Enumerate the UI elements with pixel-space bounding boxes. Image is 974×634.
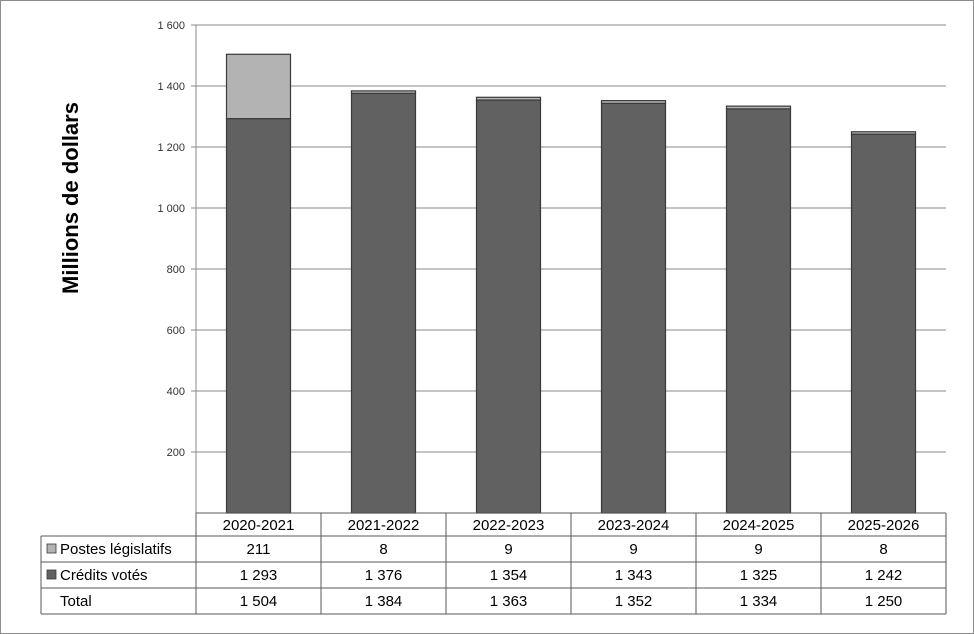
y-axis-ticks: 200 400 600 800 1 000 1 200 1 400 1 600 bbox=[157, 20, 196, 459]
category-label: 2021-2022 bbox=[348, 517, 420, 534]
data-label: 1 376 bbox=[365, 567, 403, 584]
gridlines bbox=[195, 24, 946, 513]
y-tick-label: 400 bbox=[167, 386, 185, 398]
bar-segment bbox=[725, 108, 792, 514]
y-tick-label: 1 400 bbox=[157, 81, 185, 93]
bar-segment bbox=[850, 131, 917, 135]
data-label: 8 bbox=[379, 541, 387, 558]
bar-segment bbox=[475, 99, 542, 514]
bar-segment bbox=[600, 102, 667, 514]
y-tick-label: 1 600 bbox=[157, 20, 185, 32]
category-label: 2023-2024 bbox=[598, 517, 670, 534]
bar-segment bbox=[850, 133, 917, 514]
category-label: 2024-2025 bbox=[723, 517, 795, 534]
data-label: 1 352 bbox=[615, 593, 653, 610]
data-label: 1 242 bbox=[865, 567, 903, 584]
row-label: Postes législatifs bbox=[60, 541, 172, 558]
y-axis-label: Millions de dollars bbox=[58, 102, 83, 294]
data-table: 2020-2021 2021-2022 2022-2023 2023-2024 2024… bbox=[40, 512, 947, 615]
bar-segment bbox=[600, 100, 667, 104]
data-label: 1 354 bbox=[490, 567, 528, 584]
bar-segment bbox=[725, 105, 792, 110]
bar-segment bbox=[475, 96, 542, 101]
data-label: 8 bbox=[879, 541, 887, 558]
bar-segment bbox=[350, 90, 417, 94]
data-label: 1 250 bbox=[865, 593, 903, 610]
bar-segment bbox=[225, 118, 292, 514]
data-label: 9 bbox=[504, 541, 512, 558]
y-tick-label: 1 200 bbox=[157, 142, 185, 154]
bar-segment bbox=[350, 92, 417, 514]
legend-swatch bbox=[46, 543, 57, 554]
data-label: 1 293 bbox=[240, 567, 278, 584]
row-label: Crédits votés bbox=[60, 567, 148, 584]
y-tick-label: 600 bbox=[167, 325, 185, 337]
data-label: 9 bbox=[754, 541, 762, 558]
category-label: 2020-2021 bbox=[223, 517, 295, 534]
data-label: 1 504 bbox=[240, 593, 278, 610]
category-label: 2025-2026 bbox=[848, 517, 920, 534]
data-label: 1 334 bbox=[740, 593, 778, 610]
category-label: 2022-2023 bbox=[473, 517, 545, 534]
y-tick-label: 1 000 bbox=[157, 203, 185, 215]
bar-segment bbox=[225, 53, 292, 120]
row-label: Total bbox=[60, 593, 92, 610]
data-label: 1 384 bbox=[365, 593, 403, 610]
y-tick-label: 800 bbox=[167, 264, 185, 276]
bars bbox=[225, 53, 917, 514]
data-label: 9 bbox=[629, 541, 637, 558]
data-label: 1 325 bbox=[740, 567, 778, 584]
y-tick-label: 200 bbox=[167, 447, 185, 459]
data-label: 211 bbox=[247, 541, 271, 558]
legend-swatch bbox=[46, 569, 57, 580]
data-label: 1 343 bbox=[615, 567, 653, 584]
data-label: 1 363 bbox=[490, 593, 528, 610]
